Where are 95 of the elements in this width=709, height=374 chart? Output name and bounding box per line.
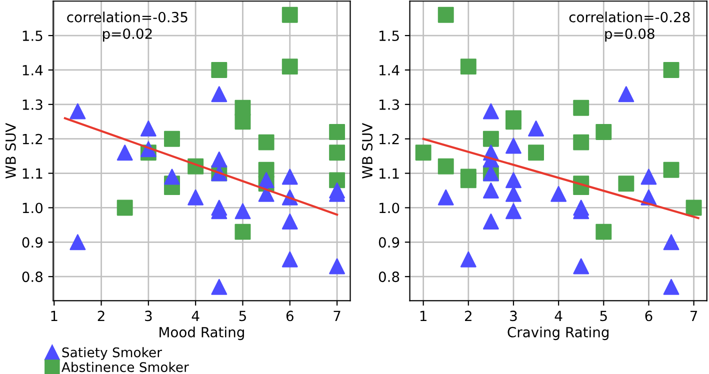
x-tick-label: 6 xyxy=(286,310,294,322)
y-tick-label: 0.8 xyxy=(22,272,43,282)
x-tick-label: 6 xyxy=(645,310,652,322)
point xyxy=(482,103,499,120)
x-tick-label: 3 xyxy=(145,310,152,322)
point xyxy=(663,234,680,250)
point xyxy=(282,168,298,185)
legend-label: Satiety Smoker xyxy=(62,347,162,360)
point xyxy=(329,172,346,188)
y-tick-label: 1.0 xyxy=(380,202,400,214)
annotation: correlation=-0.28 p=0.08 xyxy=(569,12,690,42)
point xyxy=(506,138,522,154)
x-tick-label: 4 xyxy=(192,310,200,321)
point xyxy=(482,214,499,230)
y-tick-label: 0.8 xyxy=(378,272,400,282)
point xyxy=(258,172,274,188)
x-tick-label: 5 xyxy=(600,310,607,322)
x-tick-label: 1 xyxy=(420,310,426,321)
point xyxy=(663,62,680,78)
point xyxy=(70,103,86,120)
point xyxy=(573,258,590,274)
point xyxy=(164,130,180,147)
y-tick-label: 1.3 xyxy=(380,99,399,110)
point xyxy=(282,58,298,75)
point xyxy=(282,251,298,268)
point xyxy=(460,58,476,75)
point xyxy=(573,100,590,116)
point xyxy=(415,144,432,161)
point xyxy=(116,200,133,216)
point xyxy=(438,158,454,174)
point xyxy=(438,189,454,206)
point xyxy=(329,258,346,274)
x-tick-label: 4 xyxy=(554,310,562,321)
y-tick-label: 1.1 xyxy=(22,168,42,179)
point xyxy=(618,176,634,192)
point xyxy=(211,86,228,102)
point xyxy=(528,120,544,137)
point xyxy=(482,130,499,147)
x-tick-label: 2 xyxy=(465,310,472,321)
point xyxy=(438,6,454,23)
x-tick-label: 7 xyxy=(690,310,698,321)
x-tick-label: 5 xyxy=(239,310,246,322)
annotation: correlation=-0.35 p=0.02 xyxy=(67,12,188,42)
point xyxy=(596,224,612,240)
y-axis-title: WB SUV xyxy=(5,122,16,179)
point xyxy=(70,234,86,250)
point xyxy=(211,62,228,78)
point xyxy=(211,278,228,295)
point xyxy=(164,168,180,185)
point xyxy=(506,172,522,188)
y-tick-label: 1.2 xyxy=(380,134,399,144)
y-tick-label: 1.4 xyxy=(22,65,43,76)
y-tick-label: 1.5 xyxy=(380,30,399,42)
point xyxy=(460,172,476,188)
point xyxy=(140,120,156,137)
point xyxy=(282,6,298,23)
point xyxy=(329,124,346,140)
x-tick-label: 1 xyxy=(51,310,58,321)
point xyxy=(116,144,133,161)
point xyxy=(282,214,298,230)
point xyxy=(618,86,634,102)
point xyxy=(506,114,522,130)
point xyxy=(234,224,251,240)
point xyxy=(506,203,522,220)
point xyxy=(686,200,702,216)
point xyxy=(234,203,251,220)
point xyxy=(258,134,274,150)
point xyxy=(640,168,657,185)
point xyxy=(482,182,499,198)
point xyxy=(528,144,544,161)
y-tick-label: 1.4 xyxy=(380,65,400,76)
y-tick-label: 1.5 xyxy=(22,30,42,42)
y-tick-label: 0.9 xyxy=(378,237,400,248)
legend-label: Abstinence Smoker xyxy=(62,362,189,372)
point xyxy=(329,144,346,161)
y-axis-title: WB SUV xyxy=(362,122,373,179)
point xyxy=(460,251,476,268)
x-tick-label: 7 xyxy=(334,310,340,321)
point xyxy=(573,134,590,150)
point xyxy=(188,189,204,206)
point xyxy=(550,186,567,202)
y-tick-label: 1.2 xyxy=(22,134,42,144)
point xyxy=(596,124,612,140)
x-axis-title: Craving Rating xyxy=(508,326,608,340)
x-tick-label: 3 xyxy=(510,310,517,322)
point xyxy=(663,162,680,178)
y-tick-label: 0.9 xyxy=(22,237,42,248)
x-axis-title: Mood Rating xyxy=(160,326,244,340)
point xyxy=(663,278,680,295)
y-tick-label: 1.1 xyxy=(380,168,399,179)
y-tick-label: 1.3 xyxy=(22,99,42,110)
x-tick-label: 2 xyxy=(98,310,104,321)
y-tick-label: 1.0 xyxy=(22,202,43,214)
point xyxy=(234,114,251,130)
point xyxy=(211,152,228,168)
